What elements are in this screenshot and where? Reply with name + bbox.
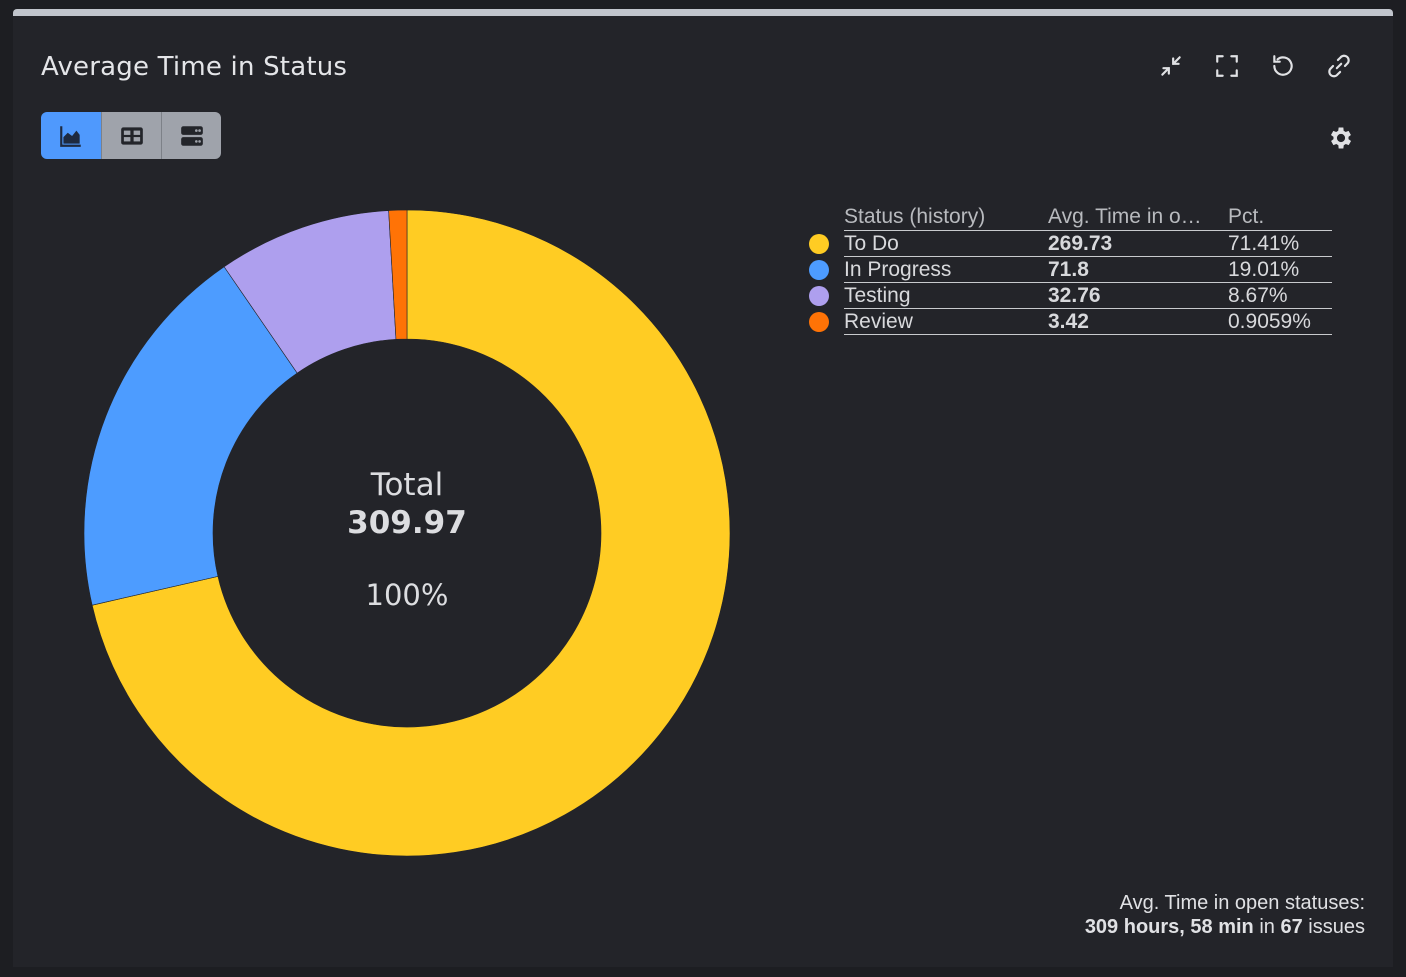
legend-pct: 0.9059% bbox=[1228, 308, 1332, 335]
view-switcher bbox=[41, 112, 221, 159]
slice-review[interactable] bbox=[388, 209, 408, 340]
legend-header-avg[interactable]: Avg. Time in o… bbox=[1048, 205, 1202, 228]
legend-avg: 71.8 bbox=[1048, 256, 1228, 283]
center-total-percent: 100% bbox=[366, 578, 449, 612]
list-view-button[interactable] bbox=[161, 112, 221, 159]
chart-view-button[interactable] bbox=[41, 112, 101, 159]
panel-title: Average Time in Status bbox=[41, 52, 348, 82]
table-view-button[interactable] bbox=[101, 112, 161, 159]
legend-status: Testing bbox=[844, 282, 1048, 309]
summary-issues: issues bbox=[1308, 916, 1365, 938]
legend-status: In Progress bbox=[844, 256, 1048, 283]
legend-avg: 269.73 bbox=[1048, 230, 1228, 257]
link-icon[interactable] bbox=[1325, 52, 1353, 80]
summary-hours: 309 hours, 58 min bbox=[1084, 916, 1254, 938]
legend-dot-testing bbox=[809, 285, 829, 306]
summary-in: in bbox=[1259, 916, 1275, 938]
legend-pct: 8.67% bbox=[1228, 282, 1332, 309]
legend-header-pct[interactable]: Pct. bbox=[1228, 205, 1265, 228]
legend-row-review[interactable]: Review 3.42 0.9059% bbox=[809, 308, 1332, 335]
refresh-icon[interactable] bbox=[1269, 52, 1297, 80]
table-view-icon bbox=[120, 126, 143, 145]
collapse-arrows-icon[interactable] bbox=[1157, 52, 1185, 80]
legend-status: Review bbox=[844, 308, 1048, 335]
legend-row-testing[interactable]: Testing 32.76 8.67% bbox=[809, 282, 1332, 309]
summary-value: 309 hours, 58 min in 67 issues bbox=[1085, 915, 1365, 939]
center-total-label: Total bbox=[370, 467, 443, 503]
chart-legend: Status (history) Avg. Time in o… Pct. To… bbox=[809, 204, 1332, 335]
gear-icon[interactable] bbox=[1327, 124, 1355, 152]
legend-pct: 71.41% bbox=[1228, 230, 1332, 257]
center-total-value: 309.97 bbox=[347, 505, 467, 541]
legend-avg: 3.42 bbox=[1048, 308, 1228, 335]
legend-pct: 19.01% bbox=[1228, 256, 1332, 283]
legend-dot-to-do bbox=[809, 233, 829, 254]
panel-toolbar bbox=[1157, 52, 1353, 80]
summary-count: 67 bbox=[1280, 916, 1303, 938]
legend-dot-in-progress bbox=[809, 259, 829, 280]
legend-avg: 32.76 bbox=[1048, 282, 1228, 309]
legend-status: To Do bbox=[844, 230, 1048, 257]
summary-footer: Avg. Time in open statuses: 309 hours, 5… bbox=[1085, 891, 1365, 939]
dashboard-panel: Average Time in Status bbox=[13, 9, 1393, 967]
legend-row-in-progress[interactable]: In Progress 71.8 19.01% bbox=[809, 256, 1332, 283]
fullscreen-icon[interactable] bbox=[1213, 52, 1241, 80]
legend-row-to-do[interactable]: To Do 269.73 71.41% bbox=[809, 230, 1332, 257]
slice-to-do[interactable] bbox=[91, 209, 731, 857]
legend-header-status[interactable]: Status (history) bbox=[844, 205, 986, 228]
list-view-icon bbox=[180, 125, 203, 146]
summary-label: Avg. Time in open statuses: bbox=[1119, 892, 1365, 914]
chart-view-icon bbox=[60, 125, 81, 147]
slice-in-progress[interactable] bbox=[83, 266, 298, 606]
legend-dot-review bbox=[809, 311, 829, 332]
